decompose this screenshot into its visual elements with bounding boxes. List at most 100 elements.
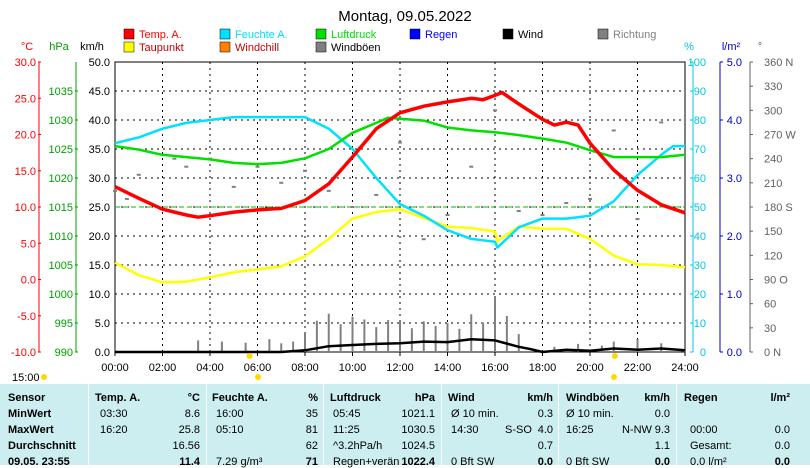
stats-humidity-time: 05:10 — [216, 424, 244, 436]
humidity-tick-label: 30 — [694, 260, 706, 272]
stats-humidity-value: 71 — [305, 456, 318, 468]
stats-header-temp-unit: °C — [187, 392, 200, 404]
stats-row-label: 09.05. 23:55 — [8, 456, 70, 468]
direction-point — [588, 197, 592, 200]
stats-header-sensor: Sensor — [8, 392, 46, 404]
wind-unit-label: km/h — [80, 41, 104, 53]
humidity-tick-label: 0 — [700, 347, 706, 359]
direction-tick-label: 330 — [764, 81, 782, 93]
x-tick-label: 12:00 — [386, 362, 414, 374]
x-tick-label: 08:00 — [291, 362, 319, 374]
direction-point — [231, 185, 236, 188]
direction-tick-label: 60 — [764, 299, 776, 311]
legend-swatch — [123, 41, 135, 53]
direction-point — [124, 197, 129, 200]
temperature-line — [114, 90, 686, 219]
stats-temp-value: 8.6 — [184, 408, 200, 420]
humidity-tick-label: 70 — [694, 144, 706, 156]
legend-swatch — [597, 28, 609, 40]
wind-tick-label: 20.0 — [89, 231, 110, 243]
stats-humidity-time: 7.29 g/m³ — [216, 456, 263, 468]
legend: Temp. A. Feuchte A. Luftdruck Regen Wind Rich… — [123, 28, 656, 54]
humidity-line — [114, 115, 685, 249]
statistics-table: Sensor Temp. A. °C Feuchte A.% Luftdruck hPa W… — [0, 384, 810, 468]
humidity-tick-label: 40 — [694, 231, 706, 243]
stats-gust-value: 0.0 — [654, 408, 670, 420]
stats-header-humidity: Feuchte A. — [212, 392, 268, 404]
stats-temp-time: 16:20 — [100, 424, 128, 436]
pressure-tick-label: 1025 — [49, 144, 73, 156]
stats-wind-direction: S-SO — [505, 424, 532, 436]
temp-tick-label: 30.0 — [15, 57, 36, 69]
direction-point — [303, 169, 307, 172]
direction-point — [255, 165, 260, 168]
legend-swatch — [123, 28, 135, 40]
temp-tick-label: 15.0 — [15, 166, 36, 178]
direction-point — [113, 189, 117, 192]
x-tick-label: 18:00 — [529, 362, 557, 374]
direction-point — [635, 218, 640, 221]
direction-point — [172, 157, 177, 160]
stats-column-divider — [323, 384, 324, 465]
direction-tick-label: 120 — [764, 250, 782, 262]
legend-label: Temp. A. — [139, 29, 182, 41]
direction-point — [350, 206, 355, 208]
stats-column-divider — [558, 384, 559, 465]
stats-temp-value: 11.4 — [179, 456, 200, 468]
wind-line — [115, 337, 686, 354]
stats-pressure-time: ^3.2hPa/h — [333, 440, 383, 452]
direction-tick-label: 180 S — [764, 202, 793, 214]
stats-gust-value: 9.3 — [654, 424, 670, 436]
stats-gust-direction: N-NW — [622, 424, 652, 436]
direction-point — [279, 181, 284, 184]
x-tick-label: 22:00 — [624, 362, 652, 374]
temp-unit-label: °C — [21, 41, 33, 53]
stats-humidity-value: 81 — [305, 424, 318, 436]
legend-label: Feuchte A. — [235, 29, 288, 41]
stats-humidity-time: 16:00 — [216, 408, 244, 420]
stats-header-wind-unit: km/h — [527, 392, 553, 404]
humidity-tick-label: 60 — [694, 173, 706, 185]
x-tick-label: 14:00 — [434, 362, 462, 374]
wind-tick-label: 30.0 — [89, 173, 110, 185]
pressure-tick-label: 1035 — [49, 86, 73, 98]
stats-pressure-value: 1024.5 — [401, 440, 435, 452]
legend-label: Wind — [518, 29, 543, 41]
direction-point — [493, 109, 497, 112]
stats-row-label: Durchschnitt — [8, 440, 76, 452]
humidity-unit-label: % — [684, 41, 694, 53]
direction-point — [564, 201, 569, 204]
legend-label: Luftdruck — [331, 29, 377, 41]
stats-wind-label: 0 Bft SW — [451, 456, 495, 468]
time-bar-sun-icon — [41, 374, 47, 380]
stats-column-divider — [441, 384, 442, 465]
legend-swatch — [315, 41, 327, 53]
stats-header-wind: Wind — [448, 392, 475, 404]
time-bar-label: 15:00 — [12, 372, 40, 384]
stats-gust-value: 1.1 — [654, 440, 670, 452]
wind-tick-label: 40.0 — [89, 115, 110, 127]
direction-point — [445, 214, 450, 217]
stats-temp-value: 25.8 — [178, 424, 200, 436]
direction-point — [469, 165, 474, 168]
x-tick-label: 04:00 — [196, 362, 224, 374]
wind-tick-label: 45.0 — [89, 86, 110, 98]
direction-point — [611, 129, 616, 132]
pressure-tick-label: 1010 — [49, 231, 73, 243]
pressure-unit-label: hPa — [49, 41, 69, 53]
humidity-tick-label: 20 — [694, 289, 706, 301]
stats-header-pressure: Luftdruck — [330, 392, 381, 404]
direction-tick-label: 150 — [764, 226, 782, 238]
legend-label: Richtung — [613, 29, 656, 41]
stats-temp-value: 16.56 — [172, 440, 200, 452]
plot-area: 15:00 — [12, 90, 686, 384]
humidity-tick-label: 100 — [688, 57, 706, 69]
rain-tick-label: 4.0 — [727, 115, 742, 127]
stats-wind-value: 0.7 — [537, 440, 553, 452]
temp-tick-label: 5.0 — [21, 238, 36, 250]
dewpoint-line — [114, 207, 686, 284]
stats-wind-label: 14:30 — [451, 424, 479, 436]
stats-wind-value: 0.0 — [537, 456, 553, 468]
stats-header-rain-unit: l/m² — [770, 392, 790, 404]
stats-pressure-value: 1021.1 — [401, 408, 435, 420]
